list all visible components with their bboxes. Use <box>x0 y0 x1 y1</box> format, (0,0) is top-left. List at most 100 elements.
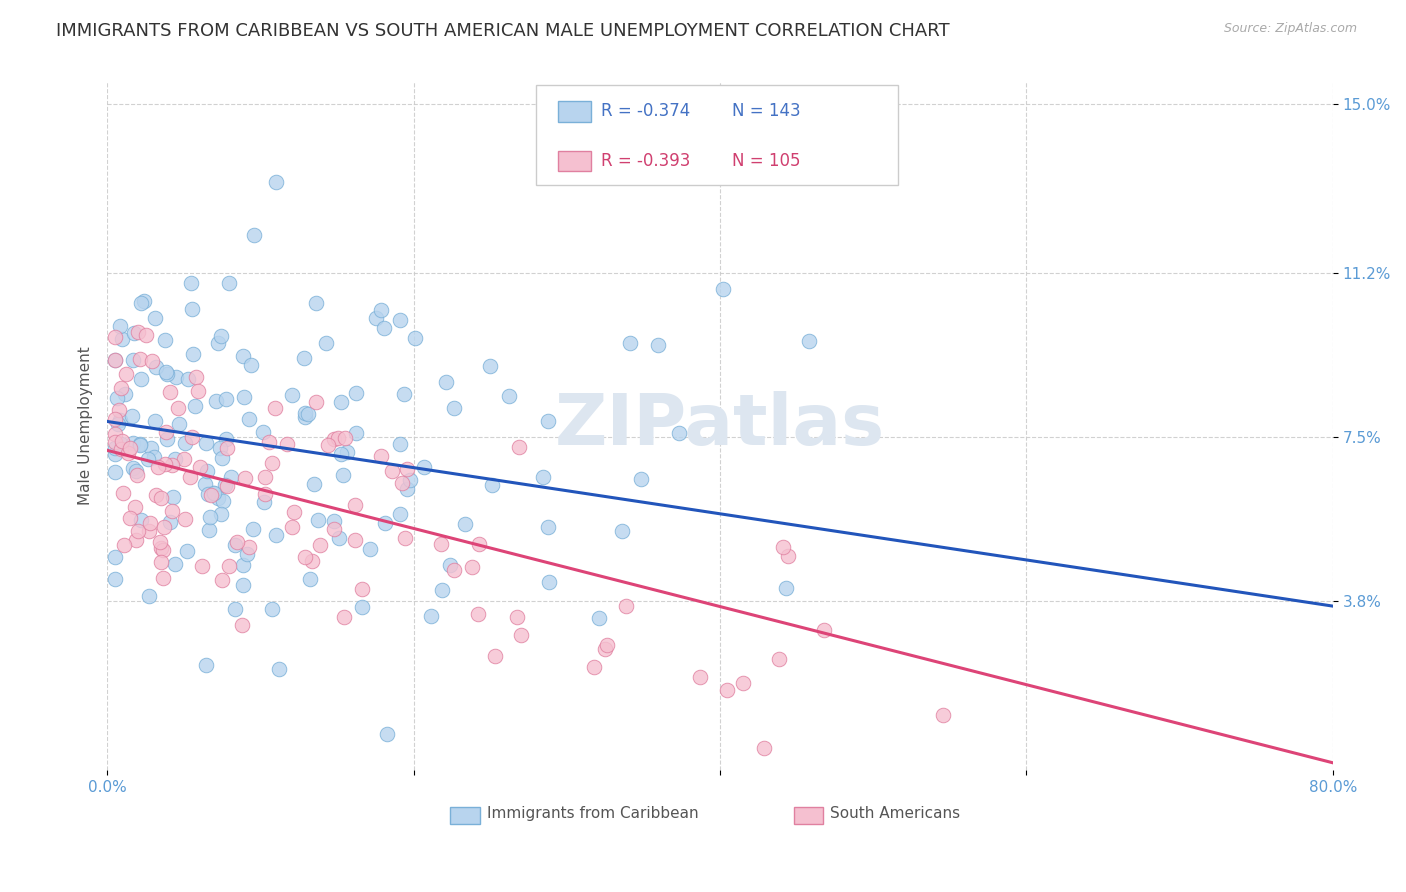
Point <box>323 432 346 446</box>
Point <box>731 675 754 690</box>
Point <box>162 490 184 504</box>
Point <box>323 522 346 536</box>
Point <box>689 670 711 684</box>
Point <box>772 541 794 555</box>
Point <box>668 426 690 441</box>
Point <box>588 611 610 625</box>
Point <box>141 353 163 368</box>
Point <box>932 707 955 722</box>
Point <box>118 441 141 455</box>
Point <box>197 464 219 478</box>
Point <box>226 535 249 549</box>
Point <box>294 406 316 420</box>
Point <box>262 456 284 470</box>
Point <box>149 491 172 505</box>
Point <box>125 467 148 482</box>
Point <box>395 483 418 497</box>
Point <box>238 541 260 555</box>
Point <box>198 509 221 524</box>
Point <box>108 402 131 417</box>
Point <box>454 517 477 532</box>
Point <box>145 487 167 501</box>
Point <box>141 441 163 455</box>
Point <box>630 472 652 486</box>
Point <box>593 642 616 657</box>
Point <box>110 381 132 395</box>
Point <box>332 467 354 482</box>
Point <box>344 533 367 547</box>
Point <box>778 549 800 563</box>
Point <box>218 276 240 290</box>
Point <box>155 457 177 471</box>
Point <box>188 460 211 475</box>
FancyBboxPatch shape <box>536 86 898 186</box>
Point <box>173 452 195 467</box>
Point <box>219 470 242 484</box>
Point <box>352 582 374 596</box>
Point <box>582 660 605 674</box>
Point <box>281 520 304 534</box>
Point <box>104 353 127 368</box>
Point <box>281 388 304 402</box>
Point <box>127 326 149 340</box>
Text: IMMIGRANTS FROM CARIBBEAN VS SOUTH AMERICAN MALE UNEMPLOYMENT CORRELATION CHART: IMMIGRANTS FROM CARIBBEAN VS SOUTH AMERI… <box>56 22 950 40</box>
Point <box>138 524 160 538</box>
Point <box>104 549 127 564</box>
Point <box>110 442 132 456</box>
Point <box>169 417 191 431</box>
Point <box>191 559 214 574</box>
Point <box>344 498 367 512</box>
Point <box>107 417 129 432</box>
Point <box>508 440 530 454</box>
Point <box>153 333 176 347</box>
Point <box>619 335 641 350</box>
Point <box>232 390 254 404</box>
Point <box>510 628 533 642</box>
Point <box>205 393 228 408</box>
Point <box>481 478 503 492</box>
Point <box>232 578 254 592</box>
Point <box>754 740 776 755</box>
Point <box>150 555 173 569</box>
Point <box>467 607 489 621</box>
Point <box>132 294 155 309</box>
Point <box>262 602 284 616</box>
Point <box>263 401 285 416</box>
Point <box>211 450 233 465</box>
Point <box>370 449 392 463</box>
Point <box>305 296 328 310</box>
Point <box>238 412 260 426</box>
Point <box>224 602 246 616</box>
Point <box>207 491 229 505</box>
Point <box>305 395 328 409</box>
Point <box>209 507 232 521</box>
Point <box>152 543 174 558</box>
Point <box>184 370 207 384</box>
Point <box>257 434 280 449</box>
Point <box>647 338 669 352</box>
Point <box>333 431 356 445</box>
Point <box>218 559 240 574</box>
Point <box>610 524 633 538</box>
Point <box>214 478 236 492</box>
Point <box>217 441 239 455</box>
Point <box>394 531 416 545</box>
Point <box>150 541 173 555</box>
Point <box>301 554 323 568</box>
Point <box>242 522 264 536</box>
Point <box>315 336 337 351</box>
Point <box>159 385 181 400</box>
Point <box>181 301 204 316</box>
Point <box>329 447 352 461</box>
Point <box>264 175 287 189</box>
Point <box>155 367 177 381</box>
Point <box>253 487 276 501</box>
Point <box>159 516 181 530</box>
Text: R = -0.393: R = -0.393 <box>602 152 690 170</box>
Point <box>104 434 127 449</box>
Point <box>297 407 319 421</box>
Point <box>236 547 259 561</box>
Point <box>166 401 188 416</box>
Point <box>155 425 177 439</box>
Point <box>498 389 520 403</box>
